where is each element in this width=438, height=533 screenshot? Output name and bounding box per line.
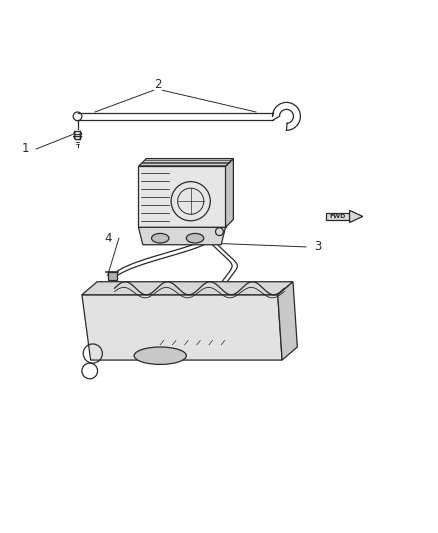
Ellipse shape <box>186 233 204 243</box>
Polygon shape <box>278 282 297 360</box>
Ellipse shape <box>134 347 186 365</box>
Polygon shape <box>138 158 233 166</box>
Bar <box>325 213 350 220</box>
Polygon shape <box>138 228 226 245</box>
Polygon shape <box>138 166 226 228</box>
Text: 2: 2 <box>154 78 162 91</box>
Bar <box>108 272 117 279</box>
Text: 1: 1 <box>21 142 29 156</box>
Text: 4: 4 <box>104 232 112 245</box>
Polygon shape <box>226 158 233 228</box>
Polygon shape <box>82 295 282 360</box>
Ellipse shape <box>152 233 169 243</box>
Text: FWD: FWD <box>329 214 346 219</box>
Text: 3: 3 <box>314 240 322 253</box>
Polygon shape <box>82 282 293 295</box>
Polygon shape <box>350 211 363 223</box>
